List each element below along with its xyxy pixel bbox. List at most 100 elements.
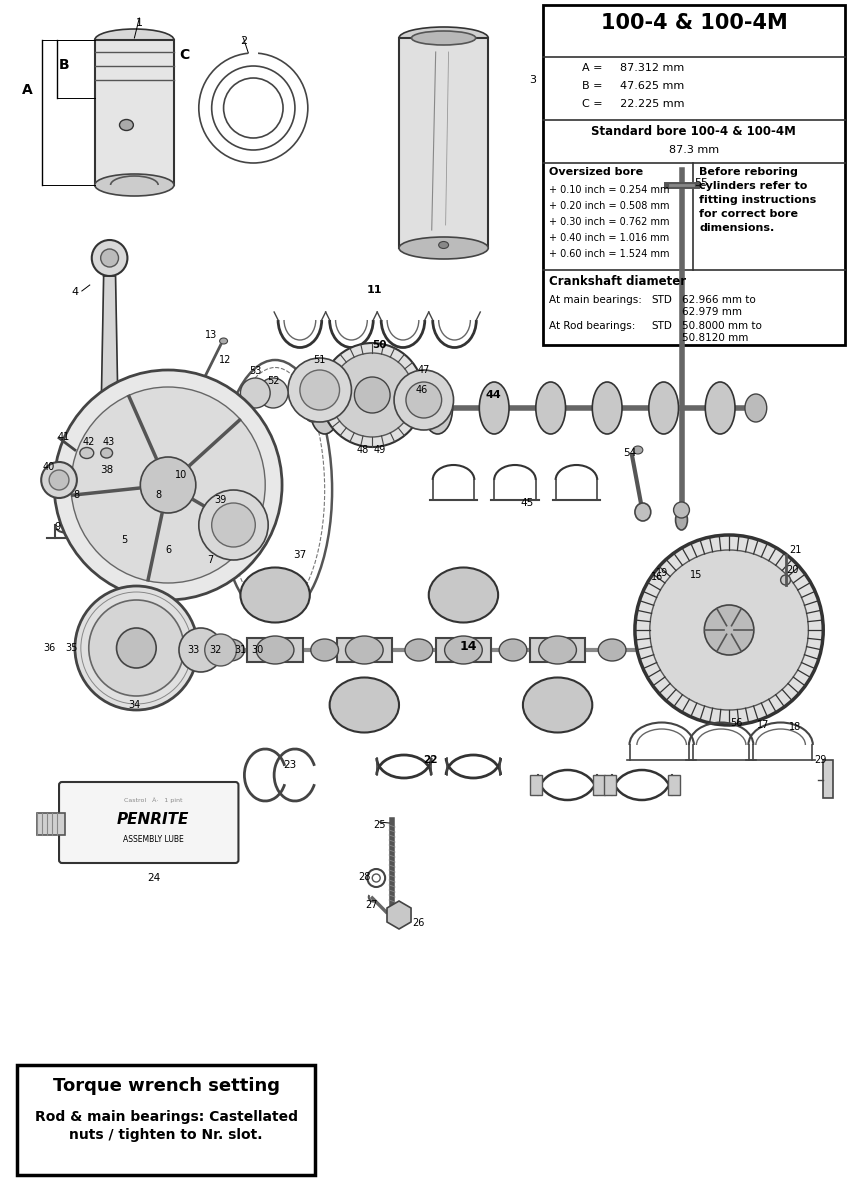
Text: Castrol   Â·   1 pint: Castrol Â· 1 pint <box>124 797 183 803</box>
Text: STD: STD <box>652 295 672 305</box>
Text: 53: 53 <box>249 366 262 376</box>
Text: 55: 55 <box>694 177 708 188</box>
Ellipse shape <box>257 636 294 665</box>
Text: 19: 19 <box>655 568 668 578</box>
FancyBboxPatch shape <box>59 782 239 863</box>
Text: 25: 25 <box>373 819 385 830</box>
Circle shape <box>205 634 236 666</box>
Bar <box>530 638 586 662</box>
Text: 23: 23 <box>283 760 297 771</box>
Ellipse shape <box>649 382 678 434</box>
Text: 21: 21 <box>790 545 802 555</box>
Ellipse shape <box>217 640 245 661</box>
Circle shape <box>241 378 270 409</box>
Text: B: B <box>59 58 70 71</box>
Text: 17: 17 <box>756 721 769 730</box>
Circle shape <box>406 382 442 418</box>
Circle shape <box>300 370 339 410</box>
Text: 8: 8 <box>155 490 162 500</box>
Circle shape <box>140 457 196 513</box>
Ellipse shape <box>536 382 565 434</box>
Circle shape <box>71 387 265 584</box>
Circle shape <box>212 503 255 547</box>
Circle shape <box>288 358 351 422</box>
Ellipse shape <box>706 382 735 434</box>
Text: 54: 54 <box>623 448 637 459</box>
Bar <box>530 775 541 796</box>
Text: 45: 45 <box>520 498 534 509</box>
Text: At main bearings:: At main bearings: <box>549 295 642 305</box>
Bar <box>593 775 605 796</box>
Ellipse shape <box>94 174 174 197</box>
Bar <box>604 775 616 796</box>
Ellipse shape <box>241 567 309 623</box>
Ellipse shape <box>499 640 527 661</box>
Text: B =     47.625 mm: B = 47.625 mm <box>582 81 684 91</box>
Text: 24: 24 <box>148 873 161 883</box>
Circle shape <box>41 462 76 498</box>
Text: Standard bore 100-4 & 100-4M: Standard bore 100-4 & 100-4M <box>592 125 796 138</box>
Text: 1: 1 <box>136 18 143 29</box>
Circle shape <box>331 353 414 437</box>
Text: 100-4 & 100-4M: 100-4 & 100-4M <box>600 13 787 33</box>
Text: ASSEMBLY LUBE: ASSEMBLY LUBE <box>123 836 184 844</box>
Text: 49: 49 <box>374 445 386 455</box>
Text: 22: 22 <box>423 755 438 765</box>
Bar <box>247 638 303 662</box>
Ellipse shape <box>539 636 576 665</box>
Text: 30: 30 <box>251 646 264 655</box>
Circle shape <box>673 501 689 518</box>
Text: 11: 11 <box>366 285 382 295</box>
Text: 43: 43 <box>103 437 115 447</box>
Text: 42: 42 <box>82 437 95 447</box>
Text: STD: STD <box>652 322 672 331</box>
Ellipse shape <box>780 575 791 585</box>
Bar <box>94 40 174 185</box>
Ellipse shape <box>422 382 452 434</box>
Ellipse shape <box>311 640 338 661</box>
Ellipse shape <box>592 382 622 434</box>
Text: C =     22.225 mm: C = 22.225 mm <box>582 99 685 110</box>
Text: 39: 39 <box>214 495 227 505</box>
Bar <box>543 5 845 345</box>
Text: Oversized bore: Oversized bore <box>549 167 643 177</box>
Text: 62.966 mm to
62.979 mm: 62.966 mm to 62.979 mm <box>682 295 756 317</box>
Text: 31: 31 <box>235 646 246 655</box>
Text: + 0.30 inch = 0.762 mm: + 0.30 inch = 0.762 mm <box>549 217 669 227</box>
Circle shape <box>75 586 198 710</box>
Ellipse shape <box>523 678 592 732</box>
Circle shape <box>258 378 288 409</box>
Text: 87.3 mm: 87.3 mm <box>669 145 719 155</box>
Circle shape <box>116 628 156 668</box>
Ellipse shape <box>676 510 688 530</box>
Text: + 0.40 inch = 1.016 mm: + 0.40 inch = 1.016 mm <box>549 233 669 243</box>
Text: 51: 51 <box>314 355 326 364</box>
Ellipse shape <box>479 382 509 434</box>
Text: 13: 13 <box>205 330 217 339</box>
Ellipse shape <box>168 470 180 490</box>
Text: C: C <box>178 48 189 62</box>
Text: 50: 50 <box>372 339 387 350</box>
Ellipse shape <box>598 640 626 661</box>
Text: 52: 52 <box>267 376 280 386</box>
Ellipse shape <box>219 338 228 344</box>
Ellipse shape <box>633 445 643 454</box>
Ellipse shape <box>100 448 112 459</box>
Text: 41: 41 <box>58 432 70 442</box>
Text: 56: 56 <box>730 718 742 728</box>
Text: + 0.60 inch = 1.524 mm: + 0.60 inch = 1.524 mm <box>549 249 669 258</box>
Text: 32: 32 <box>209 646 222 655</box>
Circle shape <box>705 605 754 655</box>
Bar <box>824 760 833 798</box>
Text: Before reboring
cylinders refer to
fitting instructions
for correct bore
dimensi: Before reboring cylinders refer to fitti… <box>700 167 817 233</box>
Circle shape <box>394 370 454 430</box>
Text: 15: 15 <box>690 570 703 580</box>
Text: 18: 18 <box>790 722 802 732</box>
Circle shape <box>354 378 390 413</box>
Text: 16: 16 <box>650 572 663 582</box>
Ellipse shape <box>330 678 399 732</box>
Text: 40: 40 <box>43 462 55 472</box>
Ellipse shape <box>94 29 174 51</box>
Text: Torque wrench setting: Torque wrench setting <box>53 1077 280 1095</box>
Ellipse shape <box>303 394 323 422</box>
